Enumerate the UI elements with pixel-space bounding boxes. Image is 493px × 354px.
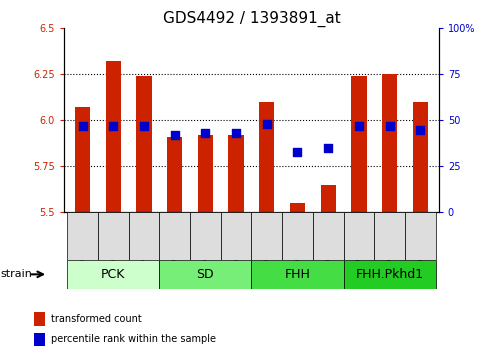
Point: [78, 123, 86, 129]
Point: [293, 149, 301, 154]
Bar: [129, 212, 159, 260]
Bar: [67, 212, 98, 260]
Text: FHH.Pkhd1: FHH.Pkhd1: [355, 268, 423, 281]
Bar: [98, 212, 129, 260]
Bar: [290, 203, 305, 212]
Point: [232, 130, 240, 136]
Text: percentile rank within the sample: percentile rank within the sample: [51, 335, 216, 344]
Bar: [251, 212, 282, 260]
Bar: [167, 137, 182, 212]
Point: [263, 121, 271, 127]
Bar: [374, 212, 405, 260]
Bar: [159, 212, 190, 260]
Bar: [351, 76, 367, 212]
Bar: [313, 212, 344, 260]
Bar: [190, 212, 221, 260]
Text: PCK: PCK: [101, 268, 125, 281]
Bar: [344, 212, 374, 260]
Text: transformed count: transformed count: [51, 314, 142, 324]
Bar: [75, 108, 90, 212]
Bar: [159, 260, 251, 289]
Bar: [106, 62, 121, 212]
Bar: [405, 212, 436, 260]
Bar: [221, 212, 251, 260]
Bar: [413, 102, 428, 212]
Bar: [382, 74, 397, 212]
Bar: [320, 185, 336, 212]
Point: [417, 127, 424, 132]
Bar: [228, 135, 244, 212]
Bar: [198, 135, 213, 212]
Point: [324, 145, 332, 151]
Title: GDS4492 / 1393891_at: GDS4492 / 1393891_at: [163, 11, 340, 27]
Text: SD: SD: [197, 268, 214, 281]
Bar: [34, 333, 44, 346]
Bar: [34, 312, 44, 326]
Text: FHH: FHH: [284, 268, 311, 281]
Point: [171, 132, 178, 138]
Point: [109, 123, 117, 129]
Bar: [251, 260, 344, 289]
Bar: [67, 260, 159, 289]
Point: [355, 123, 363, 129]
Bar: [344, 260, 436, 289]
Point: [386, 123, 393, 129]
Bar: [136, 76, 152, 212]
Text: strain: strain: [0, 269, 32, 279]
Point: [140, 123, 148, 129]
Bar: [259, 102, 275, 212]
Point: [202, 130, 210, 136]
Bar: [282, 212, 313, 260]
